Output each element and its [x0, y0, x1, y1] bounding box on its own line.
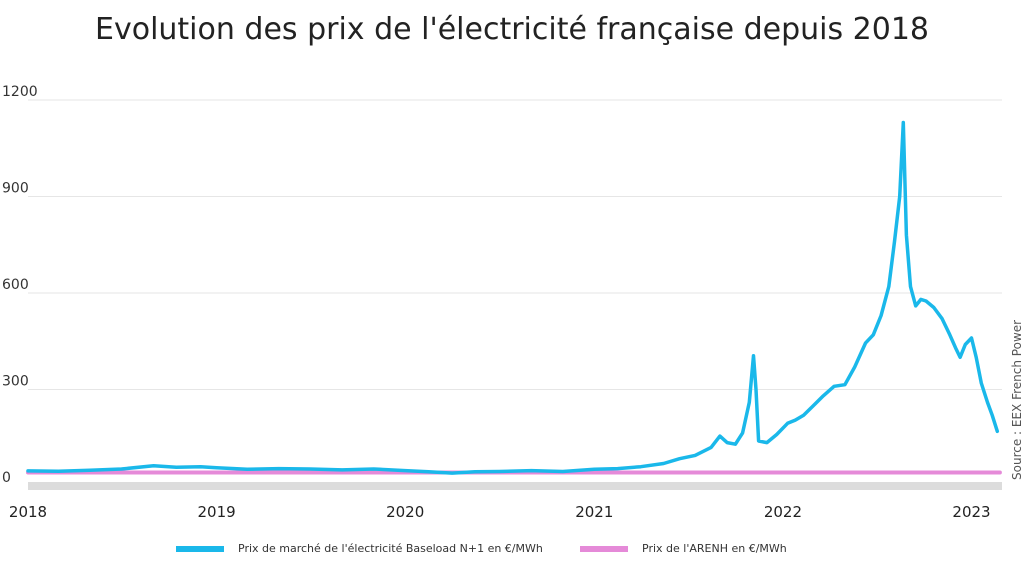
x-axis-band	[28, 482, 1002, 490]
x-tick-label: 2021	[575, 503, 613, 521]
x-tick-label: 2022	[764, 503, 802, 521]
series-line-market-price	[26, 120, 1000, 475]
y-axis-ticks: 0 300 600 900 1200	[2, 84, 38, 486]
legend-swatch-arenh	[580, 545, 628, 552]
legend-swatch-market-price	[176, 545, 224, 552]
x-tick-label: 2023	[952, 503, 990, 521]
grid-lines	[28, 99, 1002, 390]
x-tick-label: 2018	[9, 503, 47, 521]
x-tick-label: 2019	[198, 503, 236, 521]
x-axis-ticks: 2018 2019 2020 2021 2022 2023	[9, 503, 991, 521]
y-tick-label: 0	[2, 470, 11, 486]
y-tick-label: 600	[2, 277, 29, 293]
y-tick-label: 1200	[2, 84, 38, 100]
y-tick-label: 900	[2, 181, 29, 197]
legend-item-arenh: Prix de l'ARENH en €/MWh	[580, 542, 787, 555]
legend-label-arenh: Prix de l'ARENH en €/MWh	[642, 542, 787, 555]
chart-title: Evolution des prix de l'électricité fran…	[95, 12, 929, 47]
y-tick-label: 300	[2, 374, 29, 390]
legend-item-market-price: Prix de marché de l'électricité Baseload…	[176, 542, 543, 555]
legend-label-market-price: Prix de marché de l'électricité Baseload…	[238, 542, 543, 555]
series-lines	[26, 120, 1002, 475]
x-tick-label: 2020	[386, 503, 424, 521]
source-note: Source : EEX French Power	[1010, 320, 1024, 480]
